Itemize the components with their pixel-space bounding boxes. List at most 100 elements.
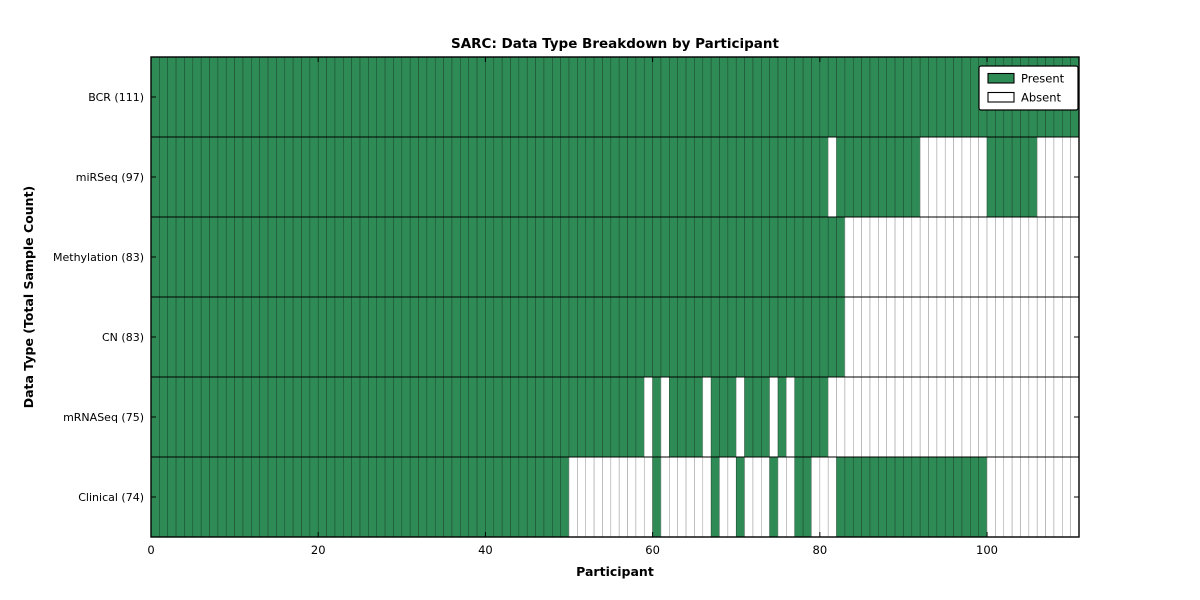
cell-present [677,376,687,458]
cell-present [961,456,971,538]
cell-present [242,136,252,218]
cell-present [393,216,403,298]
cell-present [878,456,887,538]
cell-absent [911,376,921,458]
cell-present [526,136,536,218]
cell-present [836,216,846,298]
cell-present [794,456,804,538]
cell-present [384,296,394,378]
cell-present [802,296,812,378]
cell-present [451,216,461,298]
cell-present [443,376,453,458]
cell-absent [928,216,938,298]
cell-present [827,56,837,138]
cell-absent [936,296,946,378]
cell-absent [836,376,846,458]
cell-absent [635,456,645,538]
cell-present [660,296,670,378]
cell-present [526,376,536,458]
cell-present [301,136,311,218]
cell-absent [869,376,879,458]
cell-present [259,376,269,458]
cell-absent [610,456,620,538]
cell-present [602,136,612,218]
cell-present [209,136,219,218]
cell-present [886,136,896,218]
cell-absent [944,216,954,298]
cell-present [761,136,770,218]
cell-present [719,376,729,458]
cell-present [309,296,319,378]
cell-present [251,456,260,538]
cell-absent [585,456,595,538]
cell-present [811,216,821,298]
y-tick-label: mRNASeq (75) [63,411,144,424]
cell-absent [769,376,779,458]
cell-present [401,136,411,218]
cell-absent [1045,136,1055,218]
cell-present [309,376,319,458]
cell-present [393,56,403,138]
cell-absent [995,296,1005,378]
cell-present [735,296,745,378]
cell-present [426,216,436,298]
cell-present [476,376,486,458]
cell-present [334,456,344,538]
cell-present [518,216,528,298]
cell-present [577,216,587,298]
row-bcr [150,56,1080,138]
cell-present [460,296,469,378]
cell-absent [978,296,988,378]
cell-present [167,376,177,458]
cell-present [434,136,444,218]
cell-present [368,296,378,378]
cell-present [426,56,436,138]
cell-present [259,56,269,138]
cell-present [669,376,678,458]
cell-present [710,136,720,218]
cell-absent [1003,216,1013,298]
cell-present [577,56,587,138]
cell-present [225,376,235,458]
cell-absent [727,456,737,538]
cell-present [460,456,469,538]
cell-present [259,216,269,298]
cell-present [635,56,645,138]
cell-present [928,56,938,138]
cell-present [451,136,461,218]
cell-present [301,56,311,138]
cell-absent [1036,216,1046,298]
cell-present [752,296,762,378]
cell-present [175,56,185,138]
cell-present [510,216,520,298]
cell-present [970,56,979,138]
cell-absent [861,216,871,298]
cell-present [426,456,436,538]
cell-present [209,376,219,458]
cell-absent [618,456,628,538]
cell-present [836,56,846,138]
cell-present [184,216,194,298]
cell-present [476,56,486,138]
cell-absent [911,296,921,378]
y-tick-label: Methylation (83) [53,251,144,264]
cell-present [401,216,411,298]
cell-present [602,216,612,298]
cell-absent [961,136,971,218]
cell-present [292,136,302,218]
cell-present [761,216,770,298]
cell-present [359,216,369,298]
cell-present [334,216,344,298]
cell-present [535,136,545,218]
cell-present [627,216,637,298]
cell-present [652,456,662,538]
cell-present [351,56,361,138]
cell-absent [936,216,946,298]
cell-absent [1028,376,1038,458]
cell-absent [577,456,587,538]
cell-present [769,456,779,538]
cell-present [485,296,495,378]
cell-absent [1045,216,1055,298]
y-axis-label: Data Type (Total Sample Count) [21,186,36,409]
cell-present [326,136,336,218]
